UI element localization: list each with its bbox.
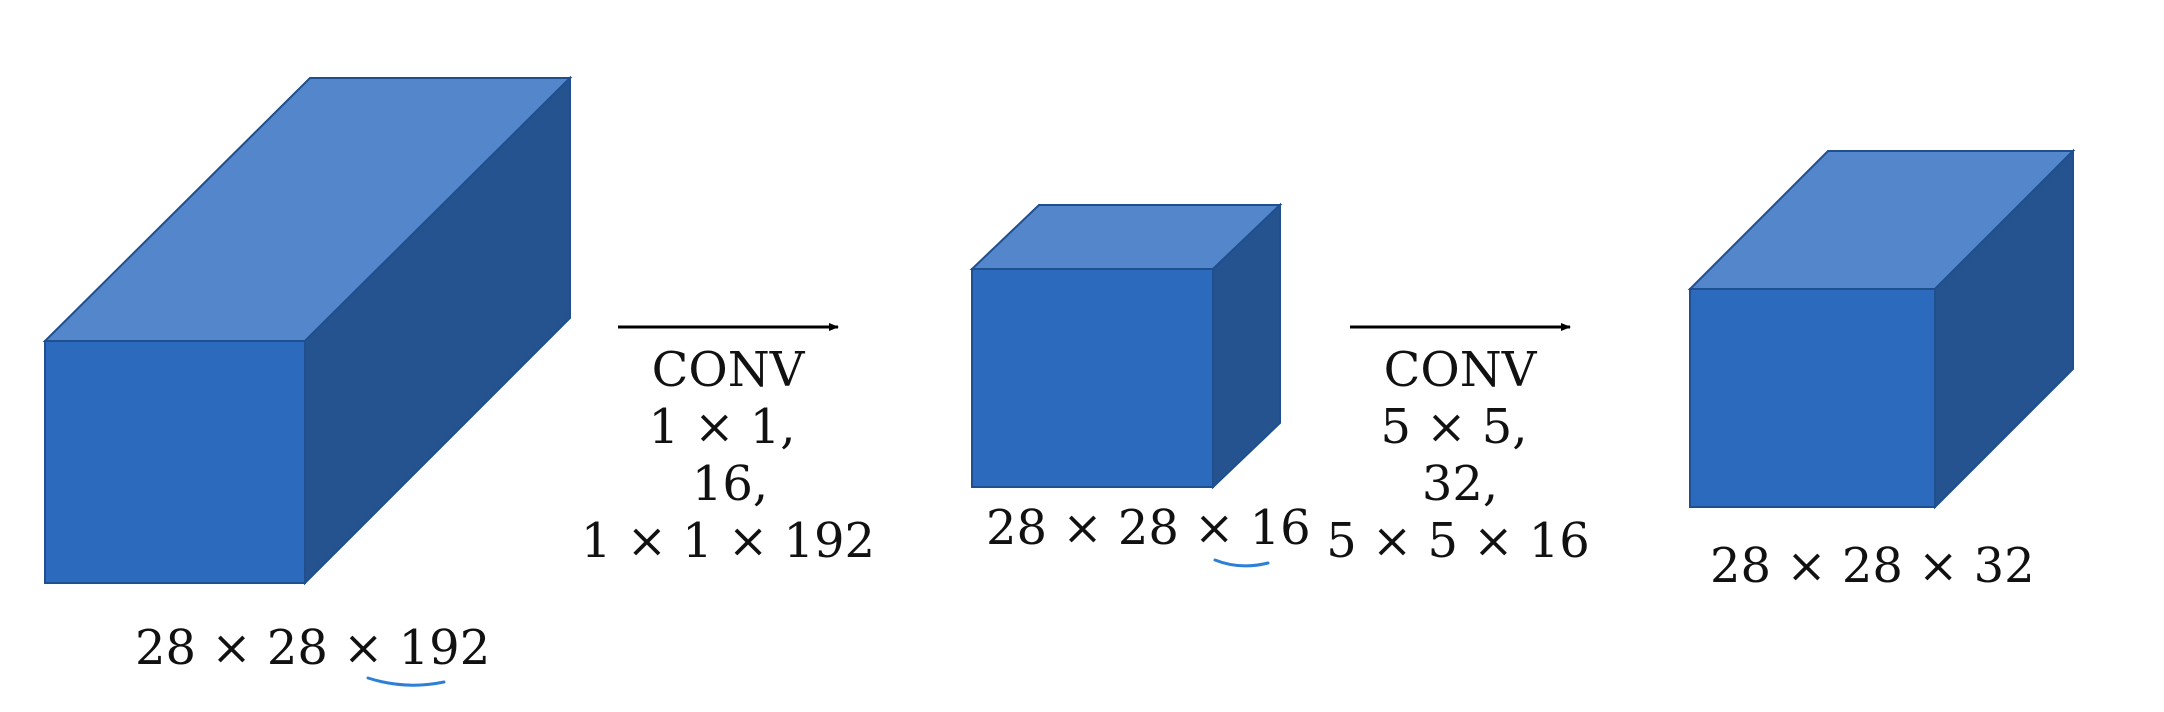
conv-1x1-kernel: 1 × 1, (648, 399, 795, 455)
input-volume-channels-underline (366, 676, 446, 687)
bottleneck-volume-label: 28 × 28 × 16 (986, 500, 1311, 556)
output-volume-label: 28 × 28 × 32 (1710, 538, 2035, 594)
input-volume-label: 28 × 28 × 192 (135, 620, 490, 676)
output-volume: 28 × 28 × 32 (1687, 148, 2076, 594)
conv-1x1-step: CONV 1 × 1, 16, 1 × 1 × 192 (581, 323, 875, 569)
output-volume-front-face (1689, 288, 1936, 508)
conv-1x1-title: CONV (652, 342, 806, 398)
conv-5x5-kernel: 5 × 5, (1380, 399, 1527, 455)
conv-5x5-filters: 32, (1422, 456, 1498, 512)
conv-1x1-filters: 16, (692, 456, 768, 512)
bottleneck-volume: 28 × 28 × 16 (969, 202, 1311, 568)
input-volume: 28 × 28 × 192 (42, 75, 573, 687)
bottleneck-volume-channels-underline (1213, 558, 1270, 568)
conv-1x1-filter-shape: 1 × 1 × 192 (581, 513, 875, 569)
conv-5x5-filter-shape: 5 × 5 × 16 (1326, 513, 1590, 569)
conv-5x5-step: CONV 5 × 5, 32, 5 × 5 × 16 (1326, 323, 1590, 569)
conv-5x5-title: CONV (1384, 342, 1538, 398)
bottleneck-volume-front-face (971, 268, 1214, 488)
input-volume-front-face (44, 340, 306, 584)
